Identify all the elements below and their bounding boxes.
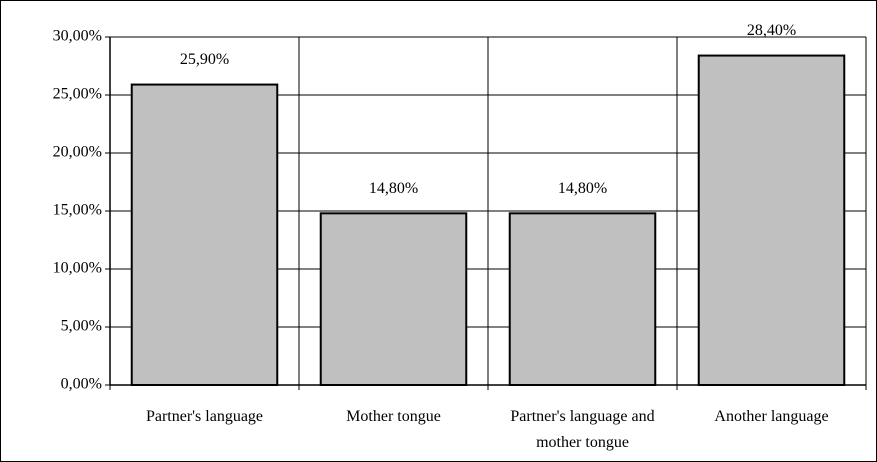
y-tick-label: 10,00% [53, 260, 102, 277]
x-tick-label: Another language [714, 408, 829, 425]
bar [319, 212, 468, 386]
data-label: 28,40% [747, 22, 796, 39]
y-tick-label: 30,00% [53, 28, 102, 45]
y-tick-label: 0,00% [61, 376, 102, 393]
y-tick-label: 15,00% [53, 202, 102, 219]
data-label: 14,80% [369, 180, 418, 197]
x-tick-label: Mother tongue [346, 408, 441, 425]
data-label: 14,80% [558, 180, 607, 197]
bar [508, 212, 657, 386]
y-tick-label: 20,00% [53, 144, 102, 161]
y-tick-label: 5,00% [61, 318, 102, 335]
bar [697, 54, 846, 387]
y-tick-label: 25,00% [53, 86, 102, 103]
x-tick-label: Partner's language and mother tongue [510, 408, 655, 451]
x-tick-label: Partner's language [145, 408, 264, 425]
data-label: 25,90% [180, 51, 229, 68]
bar [130, 83, 279, 386]
